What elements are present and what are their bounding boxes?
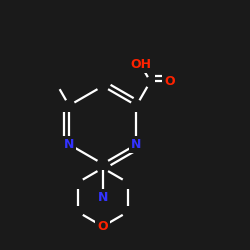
Text: N: N <box>98 191 108 204</box>
Text: O: O <box>98 220 108 233</box>
Text: N: N <box>64 138 74 151</box>
Text: OH: OH <box>130 58 151 71</box>
Text: N: N <box>131 138 142 151</box>
Text: O: O <box>164 75 175 88</box>
